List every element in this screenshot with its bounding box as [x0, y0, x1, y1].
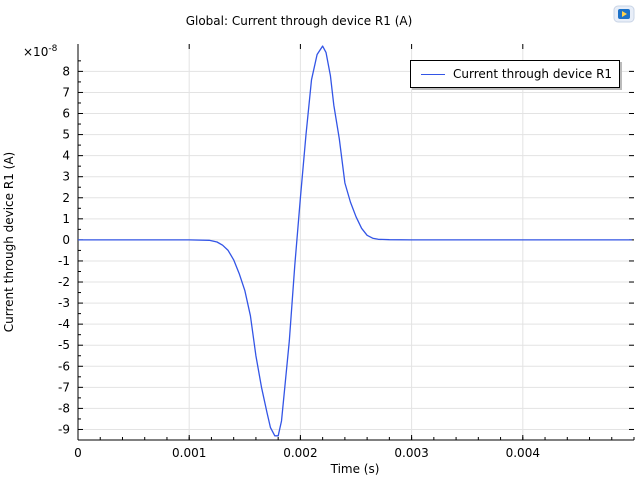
y-tick-label: -2	[58, 275, 70, 289]
y-tick-label: 2	[62, 191, 70, 205]
legend-label: Current through device R1	[453, 67, 613, 81]
y-axis-label: Current through device R1 (A)	[2, 151, 16, 333]
app-logo-icon	[613, 5, 635, 23]
y-tick-label: -4	[58, 317, 70, 331]
y-tick-label: -5	[58, 338, 70, 352]
x-tick-label: 0.004	[506, 446, 540, 460]
y-tick-label: 3	[62, 170, 70, 184]
legend-line-swatch	[421, 73, 445, 75]
y-tick-label: -7	[58, 380, 70, 394]
series	[78, 45, 632, 437]
y-tick-label: -6	[58, 359, 70, 373]
x-tick-label: 0.002	[283, 446, 317, 460]
y-tick-label: 4	[62, 149, 70, 163]
x-tick-label: 0.003	[394, 446, 428, 460]
chart-title: Global: Current through device R1 (A)	[185, 14, 413, 28]
y-tick-label: 7	[62, 85, 70, 99]
ticks: -9 -8 -7 -6 -5 -4 -3 -2 -1 0 1 2 3 4 5 6 7 8 0 0.001 0.002 0.…	[58, 44, 635, 460]
y-tick-label: -9	[58, 422, 70, 436]
legend: Current through device R1	[410, 60, 620, 88]
x-tick-label: 0.001	[172, 446, 206, 460]
series-line	[78, 45, 632, 437]
y-tick-label: 1	[62, 212, 70, 226]
axes	[77, 44, 634, 441]
y-tick-label: 6	[62, 107, 70, 121]
x-axis-label: Time (s)	[330, 462, 380, 476]
x-tick-label: 0	[74, 446, 82, 460]
y-tick-label: 5	[62, 128, 70, 142]
y-tick-label: -1	[58, 254, 70, 268]
y-axis-multiplier: ×10-8	[23, 44, 58, 59]
y-tick-label: 8	[62, 64, 70, 78]
y-tick-label: -3	[58, 296, 70, 310]
y-tick-label: 0	[62, 233, 70, 247]
grid	[77, 44, 634, 440]
y-tick-label: -8	[58, 401, 70, 415]
